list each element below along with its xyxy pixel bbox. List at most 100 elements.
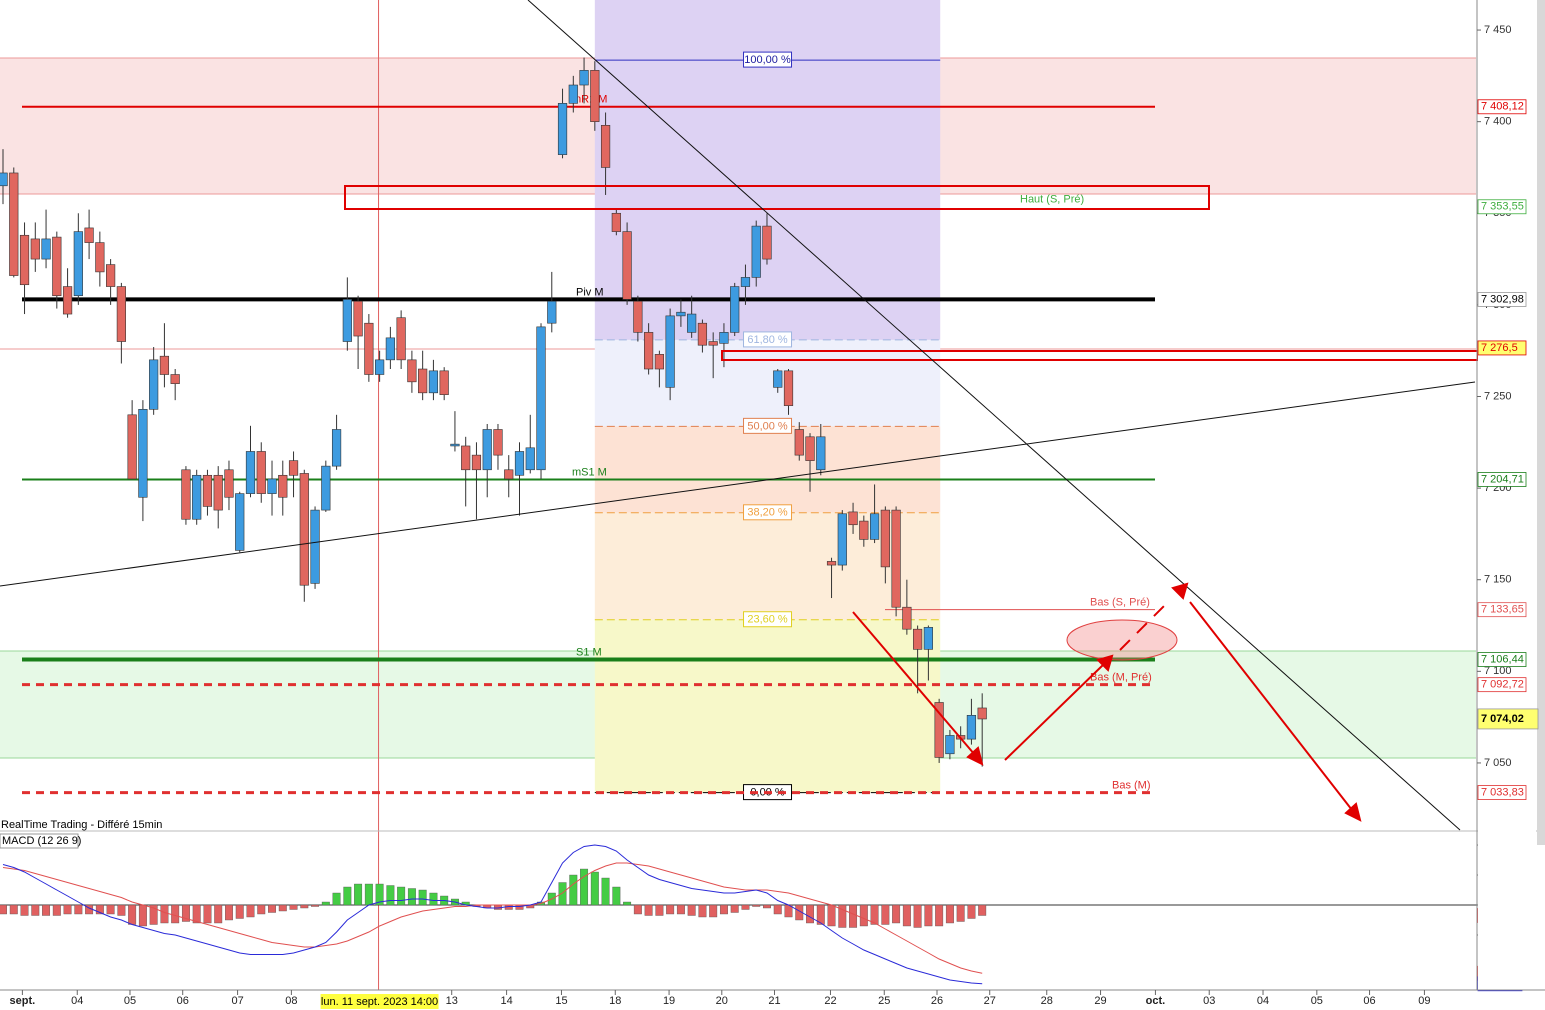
- fib-label: 100,00 %: [744, 54, 791, 66]
- level-axis-box: [1477, 472, 1527, 487]
- candle-body: [407, 359, 417, 383]
- macd-bar: [924, 904, 933, 927]
- candle-body: [547, 300, 557, 324]
- macd-bar: [289, 904, 298, 910]
- x-tick-label: 26: [931, 995, 943, 1007]
- arrow: [1189, 601, 1353, 811]
- x-tick-label: 04: [1257, 995, 1269, 1007]
- source-label: RealTime Trading - Différé 15min: [1, 819, 162, 831]
- candles: [0, 57, 987, 767]
- macd-bar: [741, 904, 750, 910]
- fib-label: 50,00 %: [747, 420, 788, 432]
- macd-bar: [160, 904, 169, 924]
- candle-body: [181, 469, 191, 520]
- level-name: Piv M: [576, 286, 604, 298]
- macd-bar: [687, 904, 696, 916]
- candle-body: [278, 474, 288, 498]
- candle-body: [235, 493, 245, 551]
- y-tick-label: 7 400: [1484, 116, 1512, 128]
- level-axis-box: [1477, 340, 1527, 356]
- macd-bar: [268, 904, 276, 913]
- macd-bar: [138, 904, 147, 927]
- candle-body: [557, 103, 568, 155]
- macd-bar: [612, 886, 621, 906]
- candle-body: [751, 225, 761, 278]
- macd-bar: [676, 904, 685, 915]
- candle-body: [611, 212, 621, 232]
- level-axis-label: 7 408,12: [1481, 101, 1524, 113]
- candle-body: [654, 354, 664, 370]
- highlight-box: [344, 185, 1210, 210]
- candle-body: [396, 317, 406, 361]
- x-tick-label: 07: [231, 995, 243, 1007]
- macd-bar: [375, 883, 384, 906]
- candle-body: [633, 300, 643, 333]
- x-tick-label: 18: [609, 995, 621, 1007]
- macd-bar: [311, 904, 320, 907]
- candle-body: [19, 234, 30, 286]
- candle-body: [590, 70, 600, 122]
- macd-bar: [9, 904, 18, 915]
- candle-body: [9, 172, 19, 276]
- candle-body: [708, 341, 718, 346]
- candle-body: [375, 359, 385, 375]
- fib-label: 23,60 %: [747, 614, 788, 626]
- candle-body: [138, 409, 148, 498]
- y-tick-label: 7 250: [1484, 390, 1512, 402]
- candle-body: [600, 125, 611, 168]
- macd-bar: [666, 904, 675, 915]
- trend-line: [527, 0, 1461, 831]
- x-tick-label: 21: [768, 995, 780, 1007]
- fib-zone: [594, 426, 941, 513]
- macd-bar: [913, 904, 922, 928]
- macd-bar: [418, 889, 427, 906]
- macd-bar: [128, 904, 137, 925]
- fib-zone: [594, 0, 941, 340]
- target-ellipse: [1066, 619, 1178, 661]
- macd-bar: [332, 892, 341, 906]
- candle-body: [202, 474, 213, 507]
- x-tick-label: 09: [1418, 995, 1430, 1007]
- candle-body: [299, 473, 309, 586]
- candle-body: [773, 370, 783, 388]
- macd-bar: [644, 904, 653, 916]
- candle-body: [267, 478, 277, 494]
- level-axis-label: 7 133,65: [1481, 604, 1524, 616]
- fib-label-box: [743, 504, 793, 521]
- level-name: S1 M: [576, 646, 602, 658]
- macd-bar: [42, 904, 51, 916]
- fibonacci: 100,00 %61,80 %50,00 %38,20 %23,60 %0,00…: [594, 0, 941, 801]
- candle-body: [740, 277, 751, 287]
- candle-body: [687, 313, 697, 333]
- candle-body: [923, 627, 933, 650]
- x-tick-label: 06: [1363, 995, 1375, 1007]
- candle-body: [73, 231, 83, 297]
- candle-body: [149, 359, 159, 410]
- candle-body: [493, 429, 503, 456]
- candle-body: [848, 511, 858, 526]
- x-tick-label: 20: [716, 995, 728, 1007]
- fib-label: 61,80 %: [747, 334, 788, 346]
- macd-bar: [623, 901, 632, 906]
- macd-bar: [730, 904, 739, 913]
- x-tick-label: 08: [285, 995, 297, 1007]
- macd-bar: [429, 892, 438, 906]
- candle-body: [342, 299, 352, 342]
- candle-body: [913, 628, 923, 650]
- level-axis-label: 7 033,83: [1481, 786, 1524, 798]
- macd-bar: [364, 883, 373, 906]
- fib-zone: [594, 619, 941, 793]
- x-tick-label: 15: [555, 995, 567, 1007]
- arrow-head: [966, 746, 984, 766]
- candle-body: [859, 520, 869, 540]
- macd-bar: [816, 904, 825, 925]
- macd-bar: [321, 901, 330, 906]
- macd-bar: [967, 904, 976, 919]
- trend-line: [0, 381, 1476, 587]
- macd-bar: [63, 904, 72, 915]
- candle-body: [504, 469, 514, 480]
- candle-body: [622, 231, 632, 300]
- candle-body: [288, 460, 299, 476]
- candle-body: [665, 315, 675, 388]
- level-axis-label: 7 092,72: [1481, 679, 1524, 691]
